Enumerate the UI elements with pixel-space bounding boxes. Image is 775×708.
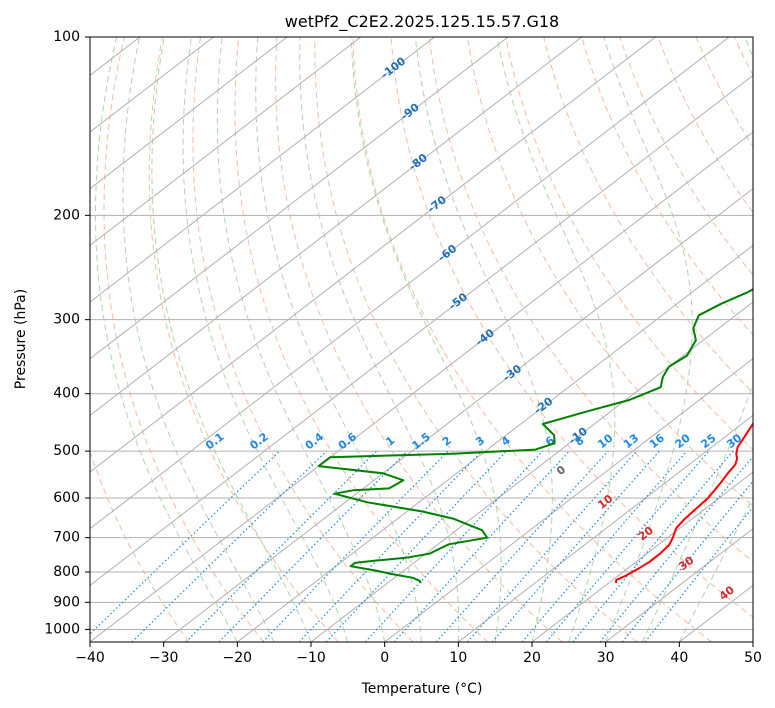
dry-adiabat-line [103, 37, 264, 642]
mixing-ratio-line [599, 455, 753, 642]
isotherm-line [605, 528, 753, 642]
mixing-ratio-line [90, 450, 281, 635]
dry-adiabats [90, 37, 753, 642]
isotherm-line [90, 37, 656, 473]
y-tick-label: 600 [53, 490, 80, 506]
mixing-ratio-line [467, 450, 638, 642]
plot-frame [89, 36, 754, 643]
temperature-line [615, 421, 753, 584]
x-axis-ticks: −40 −30 −20 −10 0 10 20 30 40 50 [75, 642, 762, 666]
moist-adiabat-line [414, 37, 553, 642]
chart-title: wetPf2_C2E2.2025.125.15.57.G18 [285, 12, 559, 32]
pressure-gridlines [90, 37, 753, 630]
x-tick-label: −10 [296, 650, 326, 666]
y-tick-label: 900 [53, 594, 80, 610]
y-axis-label: Pressure (hPa) [13, 289, 29, 389]
x-tick-label: 0 [380, 650, 389, 666]
y-tick-label: 800 [53, 564, 80, 580]
x-axis-label: Temperature (°C) [361, 681, 483, 697]
isotherm-line [90, 37, 509, 360]
mixing-ratio-line [521, 450, 688, 642]
moist-adiabat-line [496, 37, 616, 642]
y-axis-ticks: 100 200 300 400 500 600 700 800 900 1000 [44, 29, 90, 637]
isotherm-line [310, 301, 753, 642]
x-tick-label: 40 [670, 650, 688, 666]
x-tick-label: −20 [223, 650, 253, 666]
mixing-ratio-line [218, 450, 408, 642]
x-tick-label: 30 [597, 650, 615, 666]
mixing-ratio-line [364, 450, 544, 642]
isotherm-line [237, 244, 753, 642]
dry-adiabat-line [466, 37, 753, 507]
moist-adiabat-line [151, 37, 312, 642]
dry-adiabat-line [428, 37, 753, 563]
y-tick-label: 200 [53, 207, 80, 223]
isotherm-line [90, 37, 435, 303]
moist-adiabat-line [603, 37, 693, 642]
isotherm-line [90, 37, 583, 416]
dry-adiabat-line [695, 37, 753, 148]
y-tick-label: 700 [53, 530, 80, 546]
isotherm-line [90, 131, 753, 642]
mixing-ratio-label: 36 [750, 431, 770, 451]
dry-adiabat-line [192, 37, 414, 642]
mixing-ratio-line [262, 450, 449, 642]
isotherm-line [384, 358, 753, 642]
x-tick-label: 10 [449, 650, 467, 666]
dry-adiabat-line [505, 37, 753, 451]
x-tick-label: −30 [149, 650, 179, 666]
moist-adiabat-line [216, 37, 386, 642]
moist-adiabat-line [255, 37, 422, 642]
isotherm-line [90, 37, 730, 530]
profile-series [317, 288, 753, 584]
isotherm-line [0, 37, 66, 642]
isotherm-line [90, 74, 753, 586]
moist-adiabat-line [299, 37, 460, 642]
mixing-ratio-lines [90, 450, 753, 642]
skewed-isotherms [0, 37, 753, 642]
y-tick-label: 1000 [44, 621, 80, 637]
dry-adiabat-line [390, 37, 753, 618]
isotherm-line [90, 37, 362, 246]
mixing-ratio-line [644, 506, 753, 642]
dry-adiabat-line [619, 37, 753, 276]
dewpoint-line [317, 288, 753, 584]
isotherm-line [163, 188, 753, 642]
moist-adiabat-line [642, 37, 753, 642]
mixing-ratio-line [572, 450, 734, 642]
isotherm-line [752, 641, 753, 642]
isotherm-line [90, 37, 288, 190]
x-tick-label: 20 [523, 650, 541, 666]
mixing-ratio-line [545, 450, 710, 642]
y-tick-label: 400 [53, 386, 80, 402]
mixing-ratio-line [131, 450, 327, 642]
mixing-ratio-line [393, 450, 570, 642]
dry-adiabat-line [234, 37, 488, 642]
isotherm-line [458, 414, 753, 642]
dry-adiabat-line [148, 37, 339, 642]
dry-adiabat-line [581, 37, 753, 336]
moist-adiabats [95, 37, 753, 642]
moist-adiabat-line [182, 37, 349, 642]
y-tick-label: 500 [53, 443, 80, 459]
moist-adiabat-line [95, 37, 238, 642]
mixing-ratio-line [621, 480, 753, 642]
moist-adiabat-line [350, 37, 502, 642]
mixing-ratio-line [185, 450, 377, 642]
y-tick-label: 300 [53, 312, 80, 328]
x-tick-label: −40 [75, 650, 105, 666]
isotherm-line [531, 471, 753, 642]
y-tick-label: 100 [53, 29, 80, 45]
dry-adiabat-line [352, 37, 713, 642]
plot-area: -100-90-80-70-60-50-40-30-20-10010203040… [0, 37, 770, 642]
moist-adiabat-line [678, 497, 753, 642]
x-tick-label: 50 [744, 650, 762, 666]
